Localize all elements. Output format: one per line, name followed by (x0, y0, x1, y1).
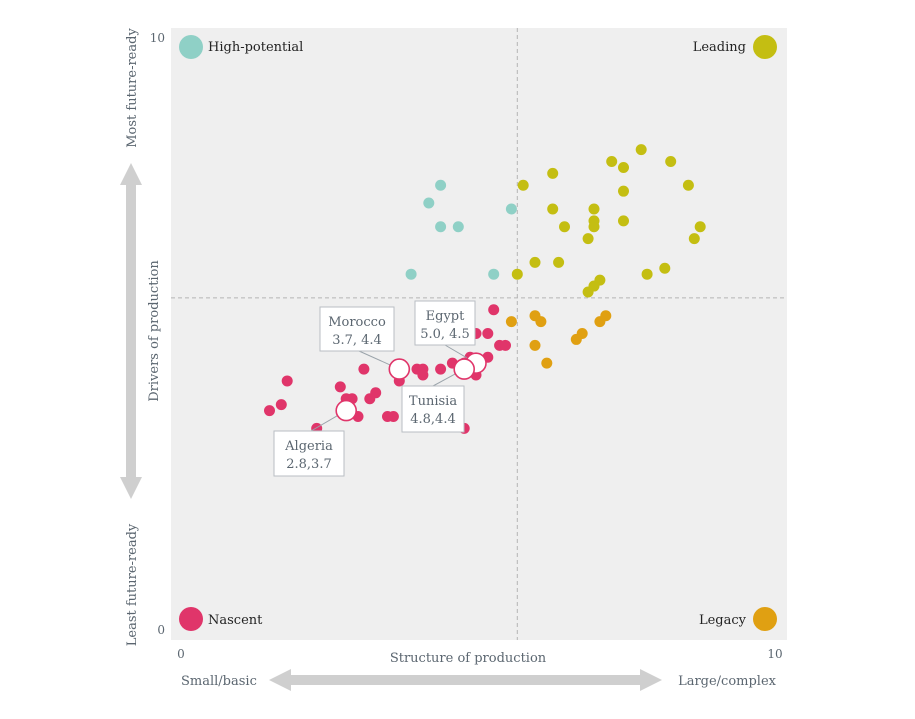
y-tick-bottom: 0 (157, 623, 165, 637)
callout-country-name: Algeria (284, 439, 333, 454)
callout-country-value: 4.8,4.4 (410, 412, 455, 427)
y-low-label: Least future-ready (125, 523, 140, 646)
callout-country-name: Egypt (426, 309, 465, 324)
data-point-leading (665, 156, 677, 168)
data-point-leading (618, 215, 629, 227)
data-point-leading (588, 203, 600, 215)
y-tick-top: 10 (150, 31, 165, 45)
data-point-leading (618, 161, 629, 173)
data-point-leading (553, 256, 565, 268)
data-point-legacy (541, 357, 553, 369)
data-point-leading (606, 156, 618, 168)
data-point-leading (582, 286, 594, 298)
quadrant-label-legacy: Legacy (699, 613, 747, 628)
data-point-nascent (417, 369, 429, 381)
data-point-high-potential (423, 197, 435, 209)
callout-box (414, 300, 476, 346)
y-axis-title: Drivers of production (147, 260, 162, 402)
x-high-label: Large/complex (678, 674, 777, 689)
data-point-nascent (500, 339, 511, 351)
callout-box (319, 306, 395, 352)
callout-country-value: 5.0, 4.5 (420, 327, 470, 342)
y-axis-arrow (120, 163, 142, 499)
quadrant-marker-legacy (753, 607, 777, 631)
callout-egypt: Egypt 5.0, 4.5 (414, 300, 487, 374)
callout-box (401, 385, 465, 433)
data-point-legacy (529, 339, 541, 351)
data-point-nascent (364, 393, 376, 405)
data-point-leading (618, 185, 629, 197)
data-point-nascent (358, 363, 370, 375)
y-high-label: Most future-ready (125, 28, 140, 148)
callout-country-name: Morocco (328, 315, 386, 330)
highlighted-point-morocco (388, 358, 411, 380)
quadrant-threshold-lines (171, 28, 787, 640)
data-point-legacy (594, 316, 606, 328)
data-point-high-potential (505, 203, 517, 215)
data-point-nascent (482, 328, 494, 339)
data-point-legacy (505, 316, 517, 328)
x-tick-right: 10 (767, 647, 782, 661)
data-point-leading (582, 233, 594, 245)
data-point-high-potential (435, 221, 447, 233)
quadrant-marker-high-potential (179, 35, 203, 59)
data-point-high-potential (405, 268, 417, 280)
data-point-legacy (535, 316, 547, 328)
data-point-leading (559, 221, 570, 233)
data-point-leading (682, 179, 694, 191)
data-point-leading (517, 179, 529, 191)
data-point-leading (588, 221, 600, 233)
x-low-label: Small/basic (181, 674, 257, 689)
data-point-high-potential (452, 221, 464, 233)
callout-country-value: 2.8,3.7 (286, 457, 331, 472)
data-point-nascent (275, 399, 287, 411)
highlighted-point-tunisia (453, 358, 476, 380)
quadrant-label-high-potential: High-potential (208, 40, 303, 55)
callout-country-name: Tunisia (409, 394, 457, 409)
callout-box (273, 430, 345, 477)
data-point-leading (529, 256, 541, 268)
callout-country-value: 3.7, 4.4 (332, 333, 382, 348)
data-point-nascent (334, 381, 346, 393)
quadrant-legend: High-potential Leading Nascent Legacy (179, 35, 777, 631)
data-point-nascent (264, 405, 275, 417)
callout-tunisia: Tunisia 4.8,4.4 (401, 358, 476, 433)
data-point-nascent (488, 304, 500, 316)
x-axis-title: Structure of production (390, 651, 547, 666)
quadrant-label-nascent: Nascent (208, 613, 263, 628)
data-point-leading (688, 233, 700, 245)
data-point-leading (659, 262, 671, 274)
data-point-leading (635, 144, 647, 156)
data-point-nascent (281, 375, 293, 387)
data-point-high-potential (488, 268, 500, 280)
highlighted-point-algeria (335, 399, 358, 422)
data-point-leading (511, 268, 523, 280)
data-point-leading (641, 268, 653, 280)
country-callouts: Morocco 3.7, 4.4 Egypt 5.0, 4.5 Tunisia 4.8,4… (273, 300, 487, 477)
data-point-leading (547, 203, 559, 215)
quadrant-label-leading: Leading (693, 40, 746, 55)
data-point-leading (547, 167, 559, 179)
data-point-nascent (435, 363, 447, 375)
data-point-nascent (382, 411, 393, 423)
callout-algeria: Algeria 2.8,3.7 (273, 399, 358, 477)
data-point-leading (694, 221, 706, 233)
quadrant-marker-nascent (179, 607, 203, 631)
quadrant-marker-leading (753, 35, 777, 59)
callout-morocco: Morocco 3.7, 4.4 (319, 306, 411, 380)
x-axis-arrow (269, 669, 662, 691)
x-tick-left: 0 (177, 647, 185, 661)
data-point-high-potential (435, 179, 447, 191)
data-point-legacy (570, 333, 582, 345)
